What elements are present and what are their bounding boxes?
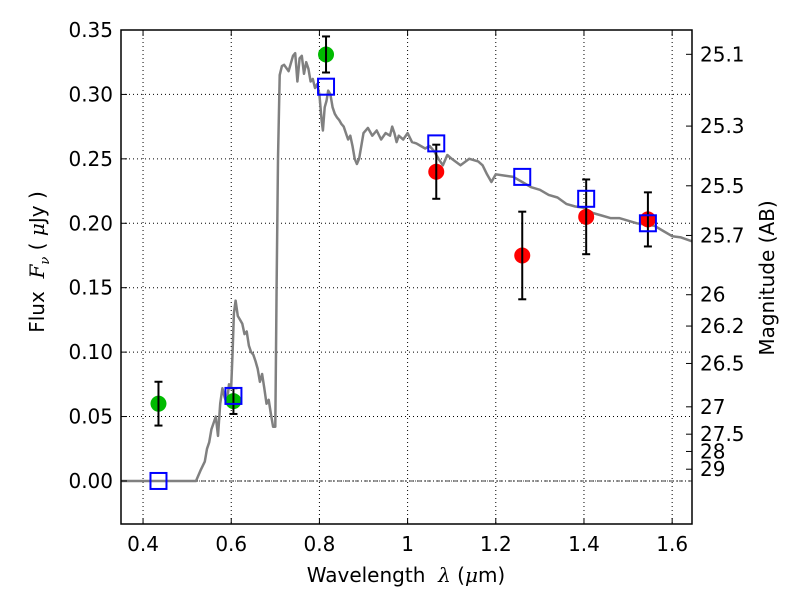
y-axis-label: Flux Fν ( μJy ): [25, 191, 53, 333]
y-label-nu: ν: [38, 257, 53, 265]
y-tick-label: 0.20: [68, 211, 113, 235]
y2-tick-label: 29: [700, 457, 725, 481]
axes-frame: [120, 29, 693, 525]
x-tick-label: 0.6: [215, 532, 247, 556]
x-label-mu: μ: [465, 563, 478, 587]
axis-ticks: [121, 29, 692, 524]
x-tick-label: 1: [401, 532, 414, 556]
y2-tick-label: 27.5: [700, 422, 745, 446]
x-tick-label: 1.6: [656, 532, 688, 556]
y2-tick-label: 25.7: [700, 223, 745, 247]
x-tick-label: 0.8: [304, 532, 336, 556]
x-label-unit: m): [478, 563, 505, 587]
y2-tick-label: 26.5: [700, 351, 745, 375]
y2-axis-label: Magnitude (AB): [755, 200, 779, 355]
y-label-F: F: [25, 263, 49, 279]
error-bar: [432, 143, 441, 200]
x-tick-label: 1.2: [480, 532, 512, 556]
y-label-text: Flux: [25, 278, 49, 332]
error-bar: [322, 35, 331, 74]
x-label-text: Wavelength: [307, 563, 438, 587]
x-label-lambda: λ: [437, 563, 451, 587]
y-tick-label: 0.35: [68, 18, 113, 42]
y2-tick-label: 26: [700, 283, 725, 307]
x-tick-labels: 0.4 0.6 0.8 1 1.2 1.4 1.6: [127, 532, 688, 556]
model-photometry-points: [149, 77, 657, 490]
x-tick-label: 1.4: [568, 532, 600, 556]
model-photometry-square: [224, 386, 243, 405]
model-photometry-square: [427, 134, 446, 153]
y-tick-label: 0.05: [68, 405, 113, 429]
y2-tick-label: 26.2: [700, 314, 745, 338]
x-axis-label: Wavelength λ (μm): [307, 563, 506, 587]
y2-tick-label: 28: [700, 439, 725, 463]
y2-tick-label: 25.3: [700, 114, 745, 138]
y2-tick-label: 27: [700, 395, 725, 419]
y2-tick-label: 25.1: [700, 42, 745, 66]
model-photometry-square: [513, 167, 532, 186]
y-tick-label: 0.10: [68, 340, 113, 364]
y-tick-label: 0.25: [68, 147, 113, 171]
model-photometry-square: [638, 214, 657, 233]
error-bar: [154, 380, 163, 427]
y2-tick-label: 25.5: [700, 174, 745, 198]
y-tick-label: 0.30: [68, 82, 113, 106]
y-label-paren: (: [25, 236, 49, 257]
x-label-paren: (: [451, 563, 465, 587]
error-bar: [643, 191, 652, 248]
model-spectrum-line: [121, 51, 692, 483]
model-photometry-square: [149, 471, 168, 490]
y-tick-label: 0.15: [68, 276, 113, 300]
plot-area: [121, 35, 692, 490]
y-label-mu: μ: [25, 223, 49, 236]
y-label-unit: Jy ): [25, 191, 49, 225]
error-bar: [518, 210, 527, 301]
y-tick-label: 0.00: [68, 469, 113, 493]
x-tick-label: 0.4: [127, 532, 159, 556]
y-tick-labels: 0.00 0.05 0.10 0.15 0.20 0.25 0.30 0.35: [68, 18, 113, 493]
error-bar: [582, 178, 591, 256]
model-photometry-square: [317, 77, 336, 96]
model-photometry-square: [577, 189, 596, 208]
